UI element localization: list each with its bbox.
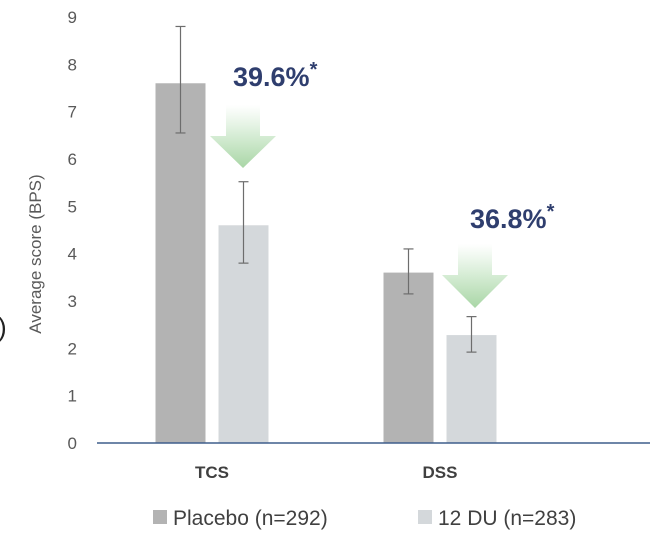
y-tick-label: 5: [68, 197, 77, 216]
reduction-annotations: 39.6%* 36.8%*: [233, 59, 555, 234]
cropped-edge-text: ): [0, 312, 7, 342]
down-arrow-icon: [210, 105, 276, 168]
category-label-dss: DSS: [423, 463, 458, 482]
y-tick-label: 1: [68, 387, 77, 406]
y-tick-label: 0: [68, 434, 77, 453]
legend-label-12du: 12 DU (n=283): [438, 507, 576, 530]
y-axis-ticks: 0 1 2 3 4 5 6 7 8 9: [68, 8, 77, 453]
y-tick-label: 8: [68, 55, 77, 74]
y-tick-label: 9: [68, 8, 77, 27]
category-label-tcs: TCS: [195, 463, 229, 482]
y-tick-label: 4: [68, 245, 77, 264]
down-arrow-icon: [442, 244, 508, 308]
reduction-label-tcs: 39.6%*: [233, 59, 318, 92]
legend-label-placebo: Placebo (n=292): [173, 507, 328, 530]
y-axis-label: Average score (BPS): [26, 174, 45, 333]
y-tick-label: 3: [68, 292, 77, 311]
reduction-label-dss: 36.8%*: [470, 201, 555, 234]
bar-tcs-placebo: [156, 83, 206, 443]
y-tick-label: 2: [68, 339, 77, 358]
bar-dss-placebo: [384, 273, 434, 443]
y-tick-label: 6: [68, 150, 77, 169]
category-labels: TCS DSS: [195, 463, 457, 482]
legend-swatch-12du: [418, 510, 432, 524]
y-tick-label: 7: [68, 103, 77, 122]
bars: [156, 83, 497, 443]
legend-swatch-placebo: [153, 510, 167, 524]
legend: Placebo (n=292) 12 DU (n=283): [153, 507, 576, 530]
